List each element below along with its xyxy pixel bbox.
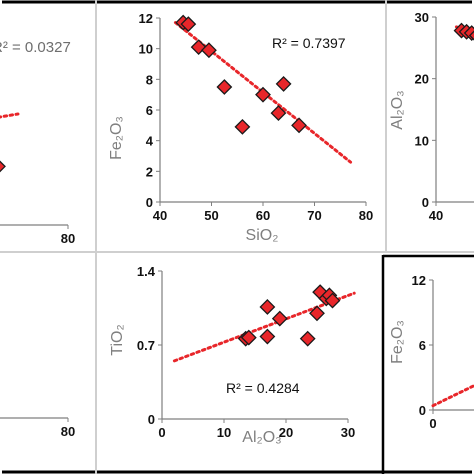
x-axis-title: Al₂O₃ [242,429,281,446]
y-tick-label: 2 [146,164,153,179]
x-tick-label: 0 [429,416,436,431]
data-point [201,42,217,59]
y-tick-label: 10 [139,42,153,57]
y-tick-label: 6 [419,338,426,353]
data-point [180,16,197,33]
panel-3: 400 10 20 30 Al₂O₃ [389,10,474,223]
y-axis-title: Fe₂O₃ [108,116,125,160]
data-point [291,117,307,134]
panel-5: 0 10 20 30 0 0.7 1.4 Al₂O₃ TiO₂ R² = 0.4284 [109,264,356,446]
x-tick-label: 80 [359,208,373,223]
data-point [309,305,325,322]
x-axis-title: SiO₂ [246,227,279,244]
x-tick-label: 40 [429,208,443,223]
x-tick-label: 0 [158,425,165,440]
y-tick-label: 8 [146,72,153,87]
x-tick-label: 40 [153,208,167,223]
data-point [0,160,6,173]
y-tick-label: 0 [148,412,155,427]
y-tick-label: 20 [415,72,429,87]
y-tick-label: 4 [146,134,154,149]
panel-2: 40 50 60 70 80 0 2 4 6 8 10 12 SiO₂ Fe₂O₃ R² = 0.7397 [108,11,373,244]
data-point [255,86,271,103]
y-axis-title: Fe₂O₃ [389,320,406,364]
data-point [216,79,233,95]
r-squared-label: R² = 0.7397 [272,35,346,51]
y-tick-label: 0 [419,403,426,418]
data-point [468,30,474,41]
x-tick-label: 60 [256,208,270,223]
y-tick-label: 0 [422,195,429,210]
x-tick-label: 30 [341,425,355,440]
trend-line [172,291,356,363]
x-tick-label: 80 [61,231,75,246]
trend-line [0,112,20,119]
panel-4: 80 [0,417,75,439]
x-tick-label: 20 [279,425,293,440]
data-point [299,330,316,347]
y-tick-label: 6 [146,103,153,118]
y-axis-title: TiO₂ [109,324,126,355]
data-point [271,310,288,327]
x-tick-label: 70 [307,208,321,223]
y-axis-title: Al₂O₃ [389,90,406,129]
data-point [270,105,287,121]
data-point [259,328,276,345]
r-squared-label: R² = 0.0327 [0,39,71,56]
y-tick-label: 30 [415,10,429,25]
data-point [259,299,276,315]
data-point [275,76,292,92]
y-tick-label: 1.4 [137,264,156,279]
y-tick-label: 10 [415,133,429,148]
trend-line [431,384,474,408]
r-squared-label: R² = 0.4284 [226,380,300,396]
y-tick-label: 0.7 [137,338,155,353]
panel-1: 80 R² = 0.0327 [0,39,75,246]
panel-6: 00 6 12 Fe₂O₃ [389,273,474,431]
x-tick-label: 10 [217,425,231,440]
data-point [324,292,341,309]
data-point [240,329,257,346]
x-tick-label: 80 [61,424,75,439]
y-tick-label: 12 [139,11,153,26]
y-tick-label: 12 [412,273,426,288]
data-point [234,118,251,135]
x-tick-label: 50 [204,208,218,223]
y-tick-label: 0 [146,195,153,210]
